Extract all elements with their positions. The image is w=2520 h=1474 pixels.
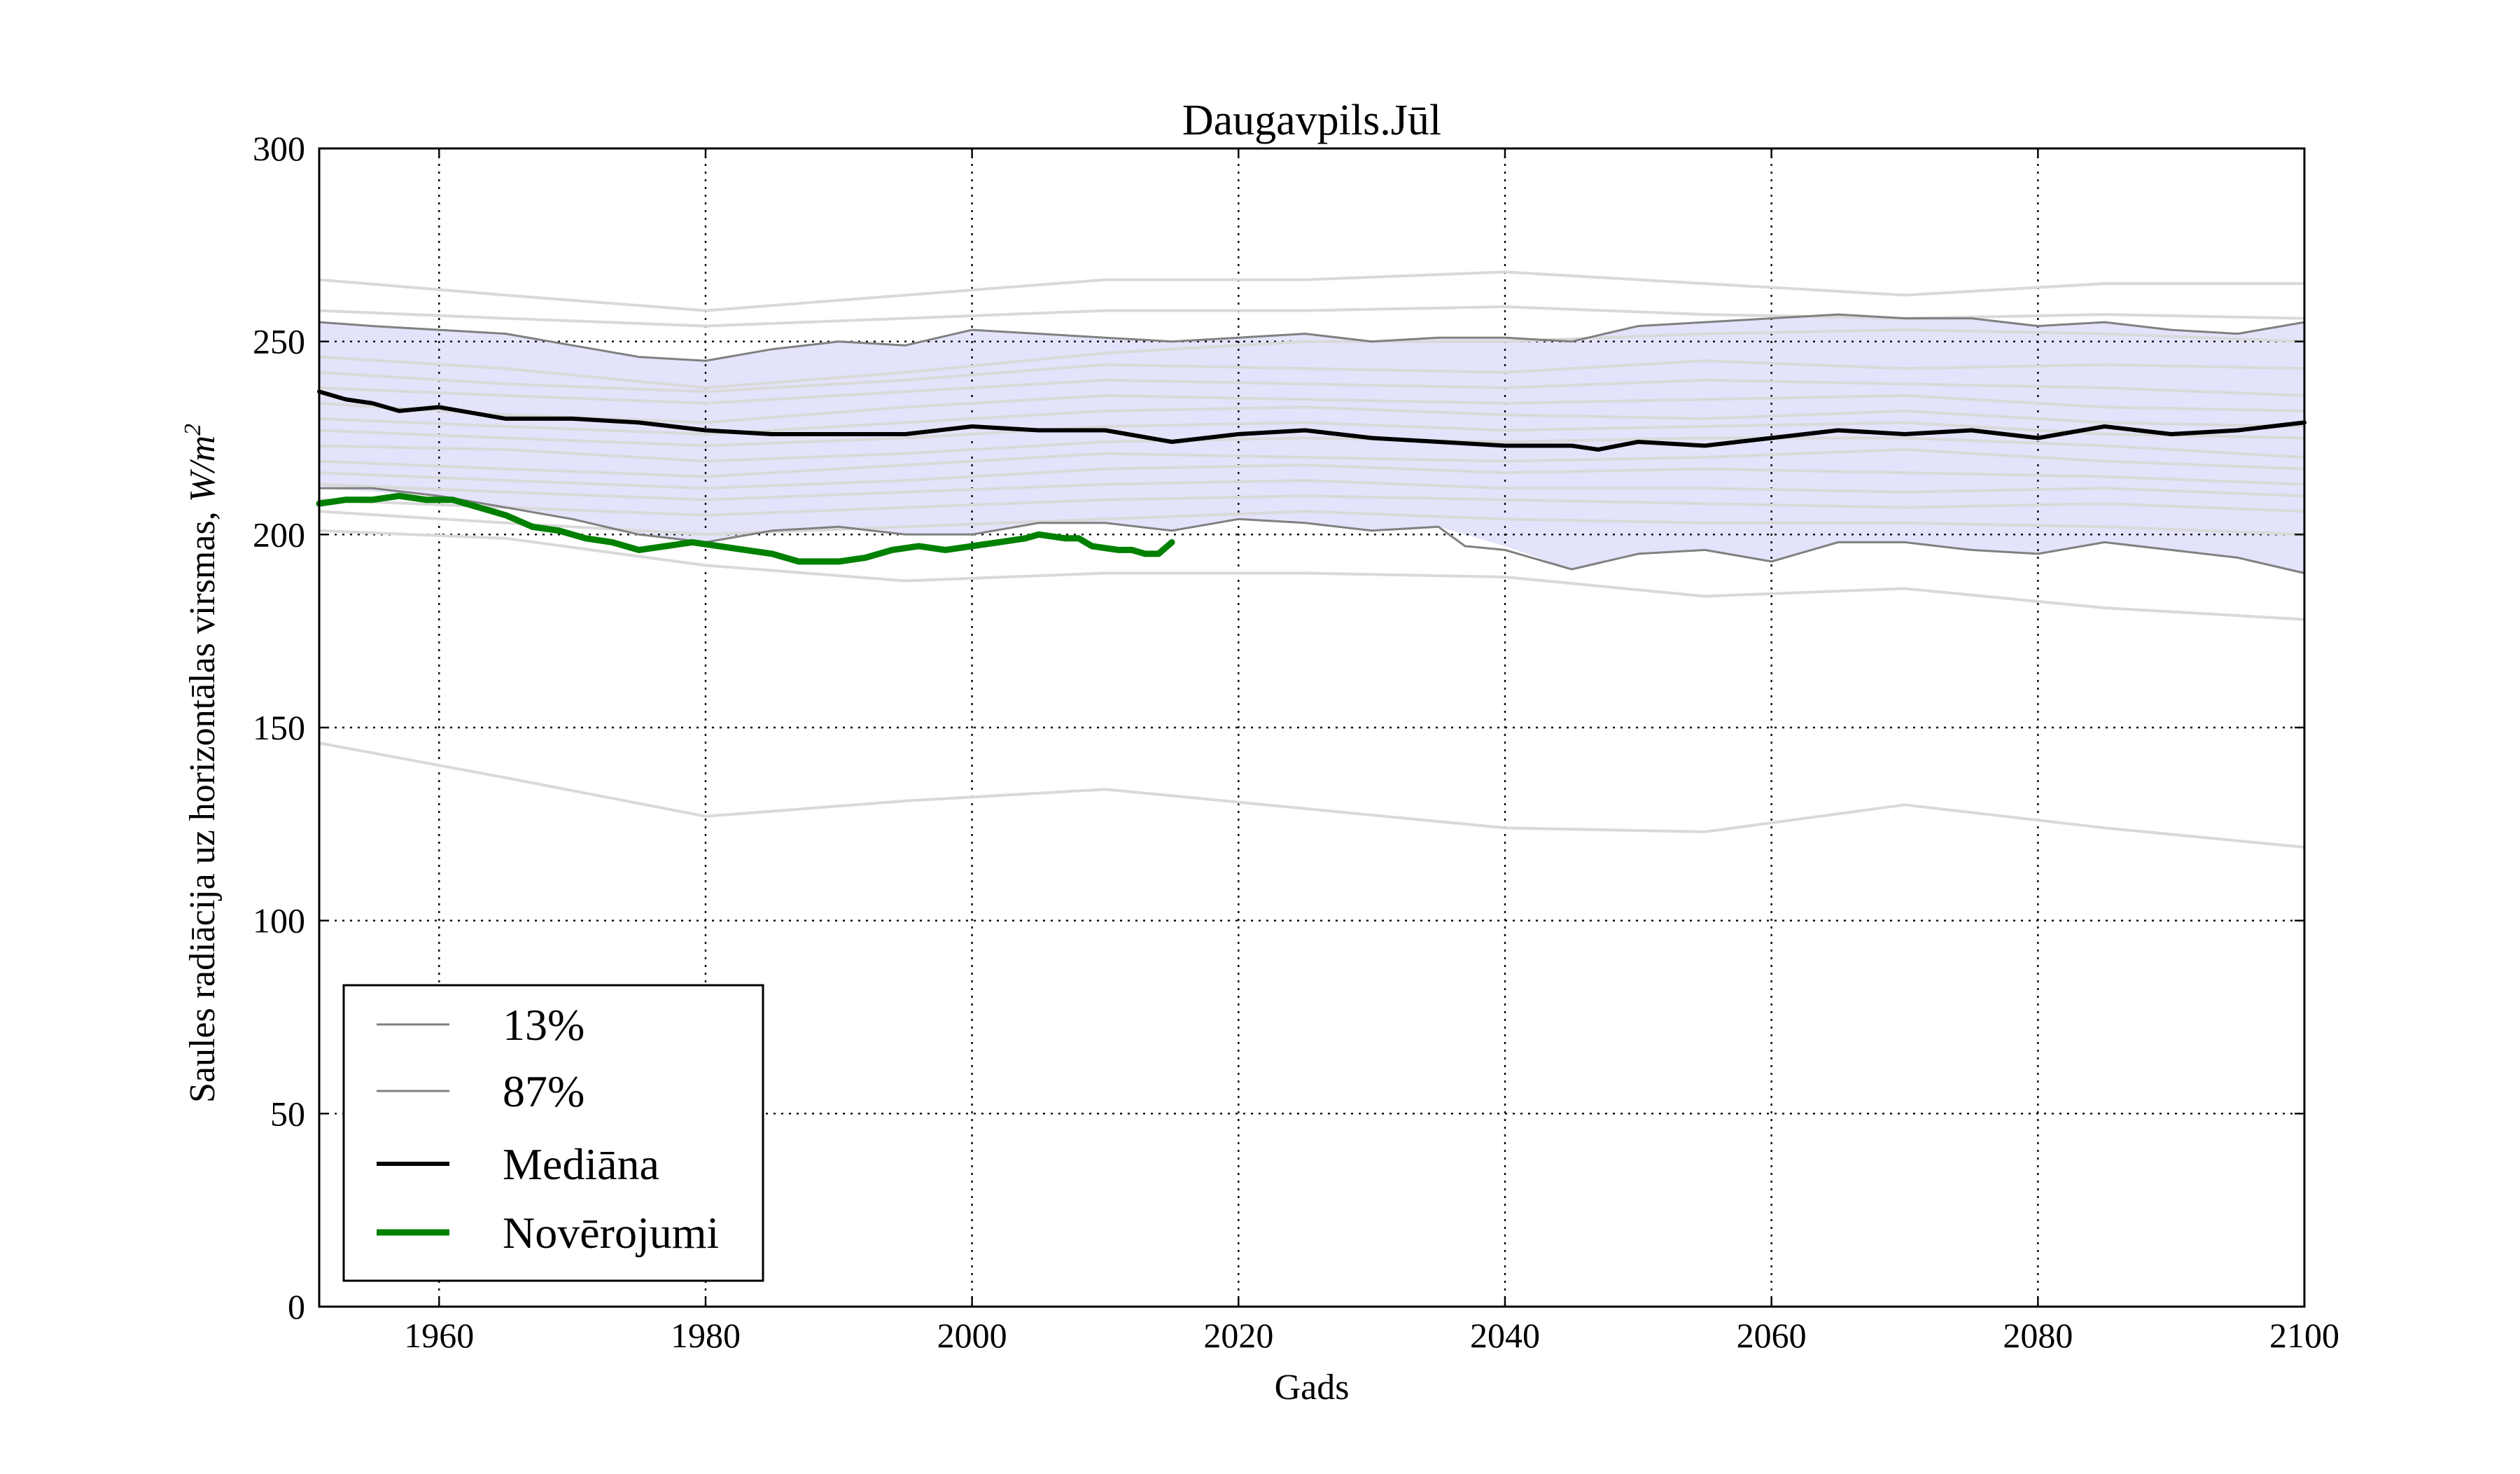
series-line-observations (316, 492, 1175, 565)
ensemble-members (318, 270, 2305, 849)
legend-label-87-percent: 87% (503, 1066, 584, 1116)
ensemble-member-line (318, 494, 2305, 517)
ensemble-member-line (318, 464, 2305, 490)
ensemble-member-line (318, 270, 2304, 312)
series-line-13-percent (318, 487, 2306, 574)
x-tick-label: 2080 (2003, 1316, 2073, 1355)
y-axis-label-text: Saules radiācija uz horizontālas virsmas… (183, 502, 223, 1103)
legend-label-13-percent: 13% (503, 1000, 584, 1050)
ensemble-member-line (318, 405, 2305, 436)
x-tick-label: 2040 (1470, 1316, 1540, 1355)
x-tick-label: 2000 (937, 1316, 1007, 1355)
ensemble-member-line (318, 448, 2305, 478)
grid-lines (319, 148, 2304, 1307)
ensemble-member-line (318, 328, 2305, 389)
y-tick-label: 150 (253, 708, 305, 747)
y-tick-label: 200 (253, 515, 305, 554)
series-line-median (317, 389, 2306, 452)
x-tick-label: 1960 (404, 1316, 474, 1355)
x-axis-label: Gads (1275, 1368, 1350, 1407)
legend: 13% 87% Mediāna Novērojumi (342, 984, 764, 1282)
y-axis-label: Saules radiācija uz horizontālas virsmas… (180, 424, 223, 1103)
ensemble-member-line (318, 394, 2305, 424)
x-tick-label: 2060 (1737, 1316, 1807, 1355)
series-lines (316, 313, 2306, 574)
ensemble-member-line (318, 479, 2305, 501)
y-tick-label: 0 (288, 1287, 305, 1326)
ensemble-member-line (318, 378, 2305, 405)
x-tick-label: 2100 (2269, 1316, 2339, 1355)
ensemble-member-line (318, 510, 2305, 536)
y-axis-label-unit-exponent: 2 (180, 424, 206, 436)
ensemble-member-line (318, 529, 2305, 621)
y-tick-label: 250 (253, 322, 305, 361)
y-tick-label: 300 (253, 129, 305, 168)
y-tick-label: 50 (270, 1094, 305, 1133)
x-tick-label: 2020 (1203, 1316, 1273, 1355)
series-line-87-percent (318, 313, 2306, 362)
legend-label-observations: Novērojumi (503, 1208, 719, 1258)
axis-ticks: 1960 1980 2000 2020 2040 2060 2080 2100 0 50 100 15… (253, 129, 2339, 1355)
y-axis-label-unit: W/m (183, 436, 223, 502)
ensemble-member-line (318, 742, 2305, 849)
ensemble-member-line (318, 421, 2305, 447)
ensemble-member-line (318, 305, 2305, 328)
x-tick-label: 1980 (671, 1316, 741, 1355)
legend-label-median: Mediāna (503, 1139, 659, 1189)
chart-title: Daugavpils.Jūl (1182, 97, 1441, 144)
y-tick-label: 100 (253, 901, 305, 940)
ensemble-member-line (318, 436, 2305, 463)
ensemble-member-line (318, 359, 2305, 394)
